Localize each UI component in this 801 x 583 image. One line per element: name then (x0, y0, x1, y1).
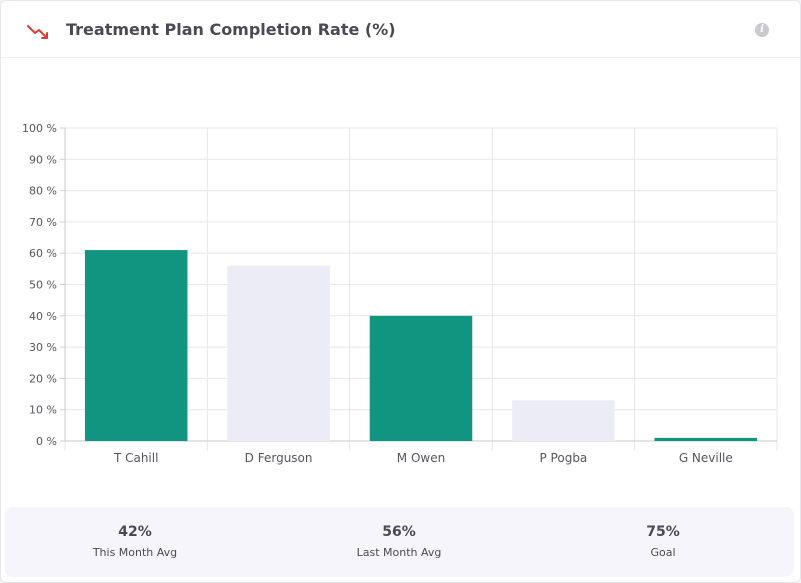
x-tick-label: D Ferguson (245, 451, 313, 465)
y-tick-label: 0 % (36, 435, 57, 448)
trend-down-icon (27, 25, 48, 39)
x-tick-label: P Pogba (540, 451, 588, 465)
stat-value: 75% (646, 524, 680, 540)
y-tick-label: 70 % (29, 216, 57, 229)
stat-label: Goal (650, 546, 676, 559)
x-tick-label: G Neville (679, 451, 733, 465)
bar (84, 250, 188, 441)
y-tick-label: 40 % (29, 310, 57, 323)
bar (654, 437, 758, 441)
bar-chart: 0 % 10 % 20 % 30 % 40 % 50 % 60 % 70 % 80 % 90 % 1… (22, 122, 778, 465)
stats-footer: 42% This Month Avg 56% Last Month Avg 75… (5, 507, 794, 577)
y-tick-label: 100 % (22, 122, 57, 135)
y-tick-label: 30 % (29, 341, 57, 354)
y-tick-label: 10 % (29, 404, 57, 417)
stat-value: 56% (382, 524, 416, 540)
stat-this-month: 42% This Month Avg (35, 507, 235, 559)
bar (227, 265, 330, 441)
chart-title: Treatment Plan Completion Rate (%) (66, 20, 396, 39)
x-tick-label: T Cahill (113, 451, 158, 465)
stat-label: This Month Avg (92, 546, 178, 559)
bar (369, 315, 473, 441)
stat-value: 42% (118, 524, 152, 540)
stat-last-month: 56% Last Month Avg (299, 507, 499, 559)
y-tick-label: 50 % (29, 279, 57, 292)
card-header: Treatment Plan Completion Rate (%) i (1, 1, 800, 58)
y-tick-label: 80 % (29, 185, 57, 198)
stat-goal: 75% Goal (563, 507, 763, 559)
info-icon[interactable]: i (755, 23, 769, 37)
y-tick-label: 20 % (29, 372, 57, 385)
x-tick-label: M Owen (397, 451, 445, 465)
y-tick-label: 90 % (29, 153, 57, 166)
y-tick-label: 60 % (29, 247, 57, 260)
bar (512, 400, 615, 441)
stat-label: Last Month Avg (356, 546, 442, 559)
